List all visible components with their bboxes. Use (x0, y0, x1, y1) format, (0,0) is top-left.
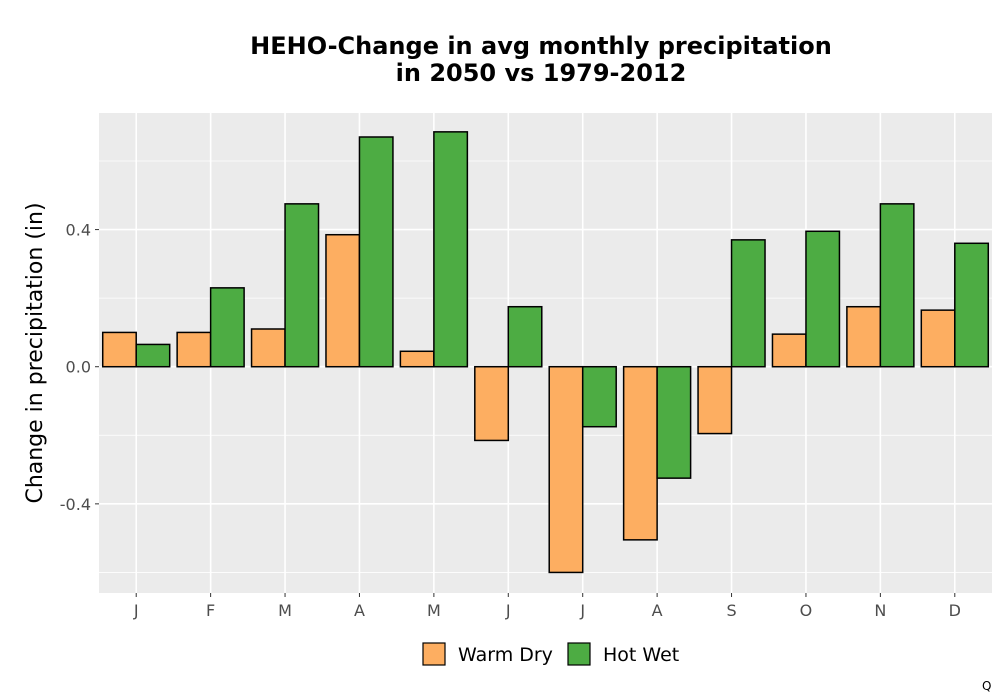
x-tick-label: A (354, 601, 365, 620)
bar-warm-dry (548, 365, 584, 574)
y-axis-title: Change in precipitation (in) (23, 202, 48, 503)
bar-hot-wet (954, 242, 990, 368)
x-tick-label: J (133, 601, 139, 620)
x-tick-label: M (427, 601, 441, 620)
bar-warm-dry (474, 365, 510, 442)
bar-hot-wet (581, 365, 617, 428)
bar-hot-wet (730, 239, 766, 368)
x-tick-label: F (206, 601, 215, 620)
x-tick-label: S (726, 601, 736, 620)
bar-warm-dry (622, 365, 658, 541)
bar-warm-dry (697, 365, 733, 435)
y-tick-label: 0.0 (66, 358, 91, 377)
bar-hot-wet (656, 365, 692, 479)
x-tick-label: J (579, 601, 585, 620)
bar-hot-wet (358, 136, 394, 368)
bar-warm-dry (101, 331, 137, 368)
x-tick-label: J (505, 601, 511, 620)
x-tick-label: D (949, 601, 961, 620)
x-tick-label: N (874, 601, 886, 620)
legend: Warm Dry Hot Wet (422, 642, 679, 666)
legend-key-warm-dry (422, 642, 446, 666)
bar-warm-dry (250, 328, 286, 368)
plot-panel (99, 113, 992, 593)
bar-hot-wet (284, 203, 320, 368)
x-tick-label: A (652, 601, 663, 620)
bars (101, 131, 990, 574)
bar-warm-dry (920, 309, 956, 368)
x-tick-label: O (800, 601, 813, 620)
chart-title-line2: in 2050 vs 1979-2012 (396, 59, 687, 87)
bar-hot-wet (209, 287, 245, 368)
y-tick-label: -0.4 (60, 495, 91, 514)
y-tick-label: 0.4 (66, 221, 91, 240)
bar-hot-wet (805, 230, 841, 368)
corner-mark: Q (982, 679, 991, 693)
bar-hot-wet (507, 305, 543, 368)
legend-label-hot-wet: Hot Wet (603, 644, 679, 666)
bar-warm-dry (846, 305, 882, 368)
bar-hot-wet (879, 203, 915, 368)
legend-label-warm-dry: Warm Dry (458, 644, 553, 666)
bar-warm-dry (771, 333, 807, 368)
bar-warm-dry (325, 233, 361, 368)
chart-title-line1: HEHO-Change in avg monthly precipitation (250, 32, 832, 60)
x-tick-label: M (278, 601, 292, 620)
bar-warm-dry (399, 350, 435, 368)
bar-hot-wet (433, 131, 469, 368)
legend-key-hot-wet (567, 642, 591, 666)
bar-warm-dry (176, 331, 212, 368)
bar-hot-wet (135, 343, 171, 368)
y-axis-ticks: -0.4 0.0 0.4 (60, 221, 99, 514)
